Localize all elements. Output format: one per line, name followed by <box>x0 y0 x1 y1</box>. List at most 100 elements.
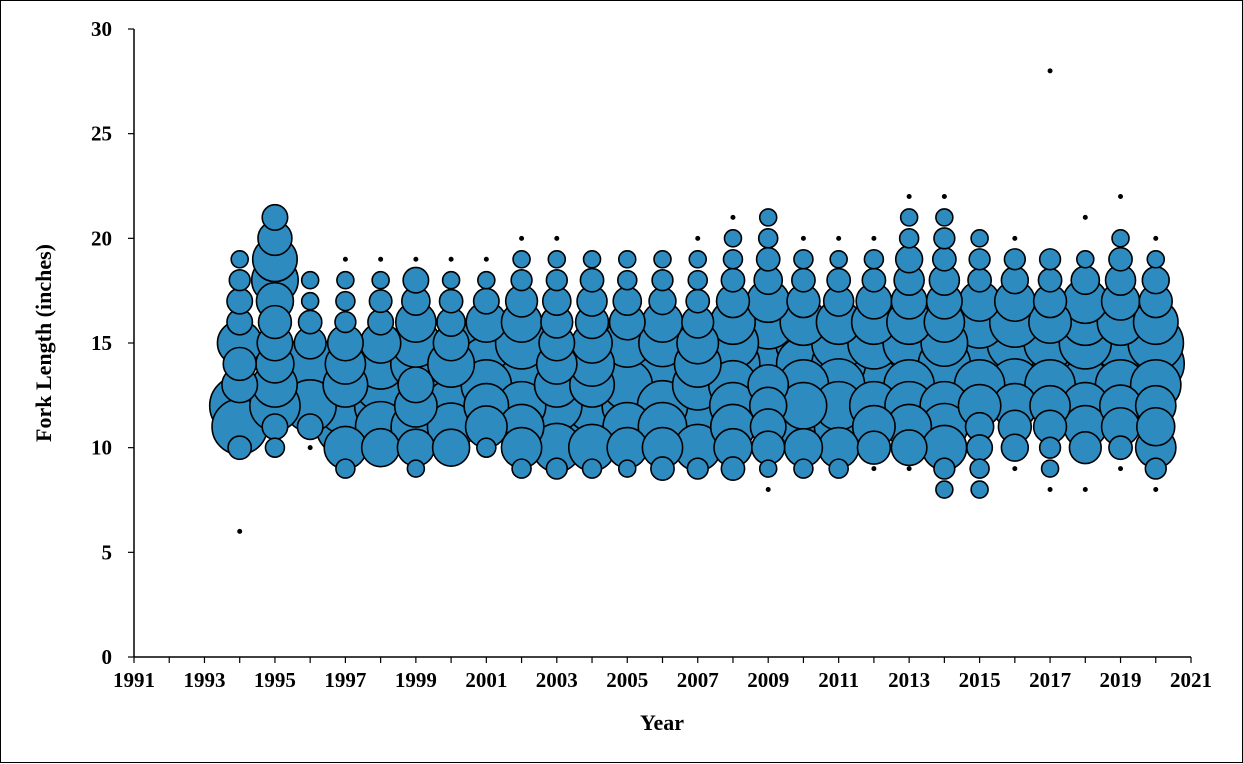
bubble-2017-28in <box>1047 68 1053 74</box>
bubble-2015-8in <box>970 480 989 499</box>
x-ticks: 1991 1993 1995 1997 1999 2001 2003 2005 2007 2009… <box>113 657 1212 692</box>
bubble-1995-21in <box>261 203 289 231</box>
bubble-2013-10in <box>890 429 928 467</box>
bubble-2007-17in <box>685 288 711 314</box>
x-tick-label: 1995 <box>254 668 296 692</box>
x-tick-label: 2001 <box>465 668 507 692</box>
bubble-2013-21in <box>899 208 919 227</box>
bubble-1999-18in <box>402 266 430 294</box>
bubble-2006-9in <box>650 456 675 482</box>
bubble-2020-19in <box>1146 249 1166 269</box>
bubble-2010-9in <box>793 458 814 479</box>
bubble-2011-18in <box>826 267 852 293</box>
y-axis-title: Fork Length (inches) <box>31 244 56 442</box>
bubble-2012-9in <box>871 466 877 472</box>
bubble-2017-9in <box>1040 459 1060 478</box>
bubble-1996-17in <box>300 291 320 311</box>
bubble-1999-9in <box>406 459 426 478</box>
bubble-1996-10in <box>307 445 313 451</box>
bubble-1996-11in <box>296 413 324 441</box>
bubble-1994-10in <box>227 435 253 461</box>
bubble-2008-9in <box>720 456 746 482</box>
bubble-2007-19in <box>688 249 708 269</box>
bubble-2007-9in <box>686 457 709 480</box>
bubble-2019-22in <box>1118 193 1124 199</box>
bubble-2020-9in <box>1144 457 1167 480</box>
bubble-2000-10in <box>431 428 471 467</box>
bubble-2017-19in <box>1038 248 1062 271</box>
bubble-2000-19in <box>448 256 454 262</box>
bubble-2001-19in <box>483 256 489 262</box>
bubble-1997-18in <box>336 270 355 290</box>
bubble-2016-18in <box>1000 265 1030 295</box>
bubble-2014-21in <box>935 208 954 227</box>
x-tick-label: 1997 <box>324 668 366 692</box>
bubble-2012-10in <box>856 430 892 465</box>
bubble-2015-20in <box>970 229 989 248</box>
bubble-2020-11in <box>1135 406 1176 447</box>
bubble-2018-8in <box>1082 487 1088 493</box>
bubble-2001-17in <box>472 287 500 315</box>
bubble-2000-18in <box>441 270 461 290</box>
bubble-2018-21in <box>1082 214 1088 220</box>
bubble-2019-19in <box>1108 246 1133 272</box>
bubble-2012-18in <box>861 267 887 293</box>
bubble-2007-20in <box>695 235 701 241</box>
bubble-2002-18in <box>510 269 533 292</box>
bubble-1994-18in <box>228 269 251 292</box>
bubble-1996-18in <box>300 270 320 290</box>
x-tick-label: 2007 <box>677 668 719 692</box>
bubble-1997-9in <box>335 458 356 479</box>
bubble-2005-9in <box>617 459 637 478</box>
bubble-2017-18in <box>1037 267 1063 293</box>
bubble-2004-9in <box>581 458 603 479</box>
bubble-2008-18in <box>720 267 746 293</box>
bubble-2003-20in <box>554 235 560 241</box>
bubble-2009-21in <box>758 208 778 227</box>
bubble-1994-17in <box>226 287 254 315</box>
y-tick-label: 20 <box>91 226 112 250</box>
bubble-1999-19in <box>413 256 419 262</box>
x-tick-label: 2005 <box>606 668 648 692</box>
bubble-2010-20in <box>800 235 806 241</box>
bubble-2018-10in <box>1068 430 1102 465</box>
bubble-1999-13in <box>397 366 435 404</box>
bubble-1997-17in <box>335 290 356 312</box>
bubble-2016-9in <box>1012 466 1018 472</box>
x-tick-label: 2015 <box>959 668 1001 692</box>
x-tick-label: 1991 <box>113 668 155 692</box>
bubble-2009-8in <box>765 487 771 493</box>
bubble-2004-18in <box>579 267 605 293</box>
bubble-2014-20in <box>933 227 956 250</box>
bubble-1995-10in <box>264 437 286 458</box>
y-ticks: 0 5 10 15 20 25 30 <box>91 17 134 669</box>
x-tick-label: 2011 <box>818 668 859 692</box>
bubble-2009-9in <box>758 459 778 478</box>
bubble-2011-19in <box>829 249 848 269</box>
bubble-2000-17in <box>438 288 464 314</box>
x-tick-label: 2009 <box>747 668 789 692</box>
bubble-1994-19in <box>230 249 249 269</box>
y-tick-label: 25 <box>91 122 112 146</box>
x-tick-label: 2019 <box>1100 668 1142 692</box>
x-axis-title: Year <box>640 710 684 735</box>
bubble-2016-10in <box>1000 433 1030 462</box>
bubble-2009-10in <box>750 430 786 465</box>
bubble-2003-18in <box>545 269 568 292</box>
bubble-1997-19in <box>342 256 348 262</box>
bubble-2014-22in <box>941 193 947 199</box>
bubble-2005-17in <box>612 286 643 317</box>
bubble-1998-18in <box>371 270 390 290</box>
bubble-2008-19in <box>722 248 744 270</box>
bubble-2008-20in <box>723 229 743 248</box>
bubble-2002-20in <box>519 235 525 241</box>
bubble-2015-18in <box>967 267 993 293</box>
x-tick-label: 2003 <box>536 668 578 692</box>
bubble-2001-10in <box>476 437 497 458</box>
bubble-1998-19in <box>378 256 384 262</box>
bubble-1995-11in <box>261 413 289 441</box>
bubble-2009-20in <box>757 228 779 249</box>
y-tick-label: 30 <box>91 17 112 41</box>
